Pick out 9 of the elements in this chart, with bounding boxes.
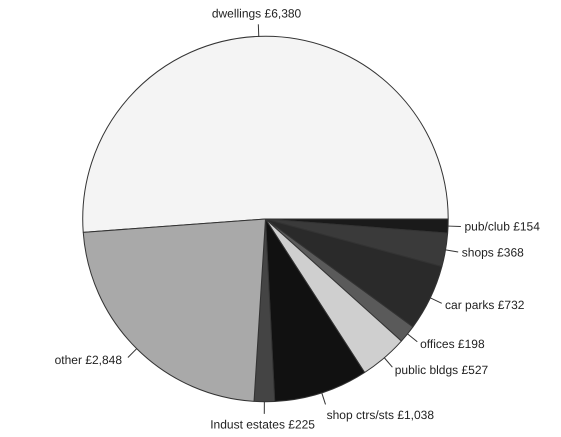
slice-label: Indust estates £225 (210, 417, 316, 432)
slice-label: dwellings £6,380 (212, 6, 302, 21)
slice-label: other £2,848 (54, 353, 122, 368)
slice-label: offices £198 (420, 337, 485, 352)
slice-label: public bldgs £527 (394, 362, 488, 377)
slice-label: shops £368 (462, 246, 524, 260)
slice-label: car parks £732 (445, 298, 525, 312)
slice-label: shop ctrs/sts £1,038 (326, 408, 434, 422)
slice-label: pub/club £154 (464, 220, 540, 234)
